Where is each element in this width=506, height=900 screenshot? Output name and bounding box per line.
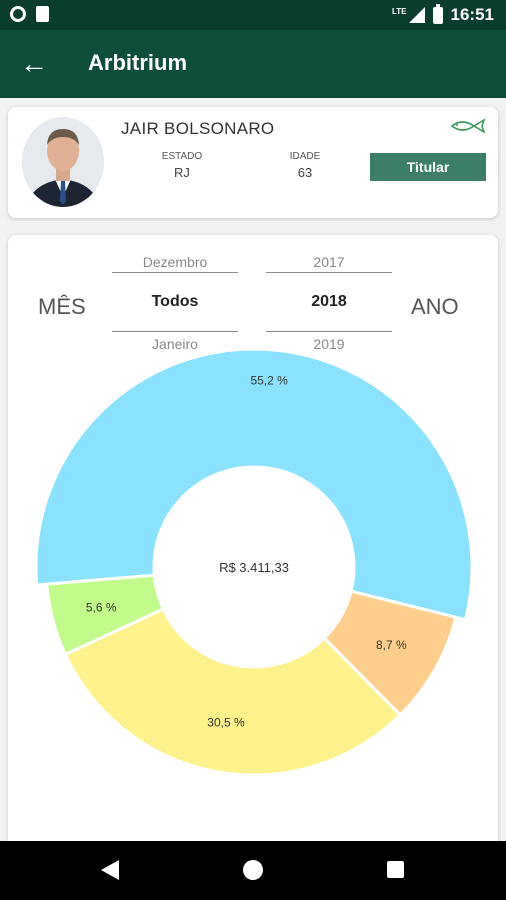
clock: 16:51 <box>450 5 494 24</box>
navigation-bar <box>0 841 506 900</box>
party-logo-icon <box>450 118 486 134</box>
year-option-next[interactable]: 2019 <box>313 336 345 352</box>
estado-label: ESTADO <box>161 151 203 162</box>
sd-card-icon <box>36 6 49 22</box>
month-option-selected[interactable]: Todos <box>151 293 199 310</box>
app-bar: ← Arbitrium <box>0 30 506 98</box>
donut-slice-4[interactable] <box>322 589 458 718</box>
nav-recent-apps-icon[interactable] <box>387 861 404 878</box>
month-picker[interactable]: Dezembro Todos Janeiro <box>112 254 238 352</box>
slice-label-4: 8,7 % <box>376 638 407 652</box>
total-amount: R$ 3.411,33 <box>219 560 289 575</box>
month-option-next[interactable]: Janeiro <box>152 336 198 352</box>
titular-badge: Titular <box>370 153 486 181</box>
battery-icon <box>432 3 443 24</box>
donut-slice-1[interactable] <box>34 347 474 622</box>
year-option-prev[interactable]: 2017 <box>313 254 345 270</box>
network-type: LTE <box>392 6 407 16</box>
app-title: Arbitrium <box>88 50 187 75</box>
idade-label: IDADE <box>289 151 321 162</box>
donut-slice-3[interactable] <box>63 607 403 777</box>
nav-back-icon[interactable] <box>101 860 119 880</box>
slice-label-1: 55,2 % <box>250 374 288 388</box>
year-picker[interactable]: 2017 2018 2019 <box>266 254 392 352</box>
donut-center <box>168 481 340 653</box>
nav-home-icon[interactable] <box>243 860 263 880</box>
avatar <box>22 117 104 207</box>
month-option-prev[interactable]: Dezembro <box>142 254 208 270</box>
back-arrow-icon[interactable]: ← <box>20 48 48 79</box>
politician-name: JAIR BOLSONARO <box>121 119 275 138</box>
slice-label-2: 5,6 % <box>86 600 117 614</box>
month-label: MÊS <box>38 294 86 319</box>
estado-value: RJ <box>174 165 190 180</box>
status-bar: LTE 16:51 <box>0 0 506 30</box>
slice-label-3: 30,5 % <box>207 715 245 729</box>
profile-card: JAIR BOLSONARO ESTADO RJ IDADE 63 Titula… <box>8 107 498 218</box>
year-option-selected[interactable]: 2018 <box>311 293 347 310</box>
notification-dot-icon <box>10 6 26 22</box>
year-label: ANO <box>411 294 459 319</box>
signal-icon <box>408 7 425 23</box>
idade-value: 63 <box>297 165 313 180</box>
